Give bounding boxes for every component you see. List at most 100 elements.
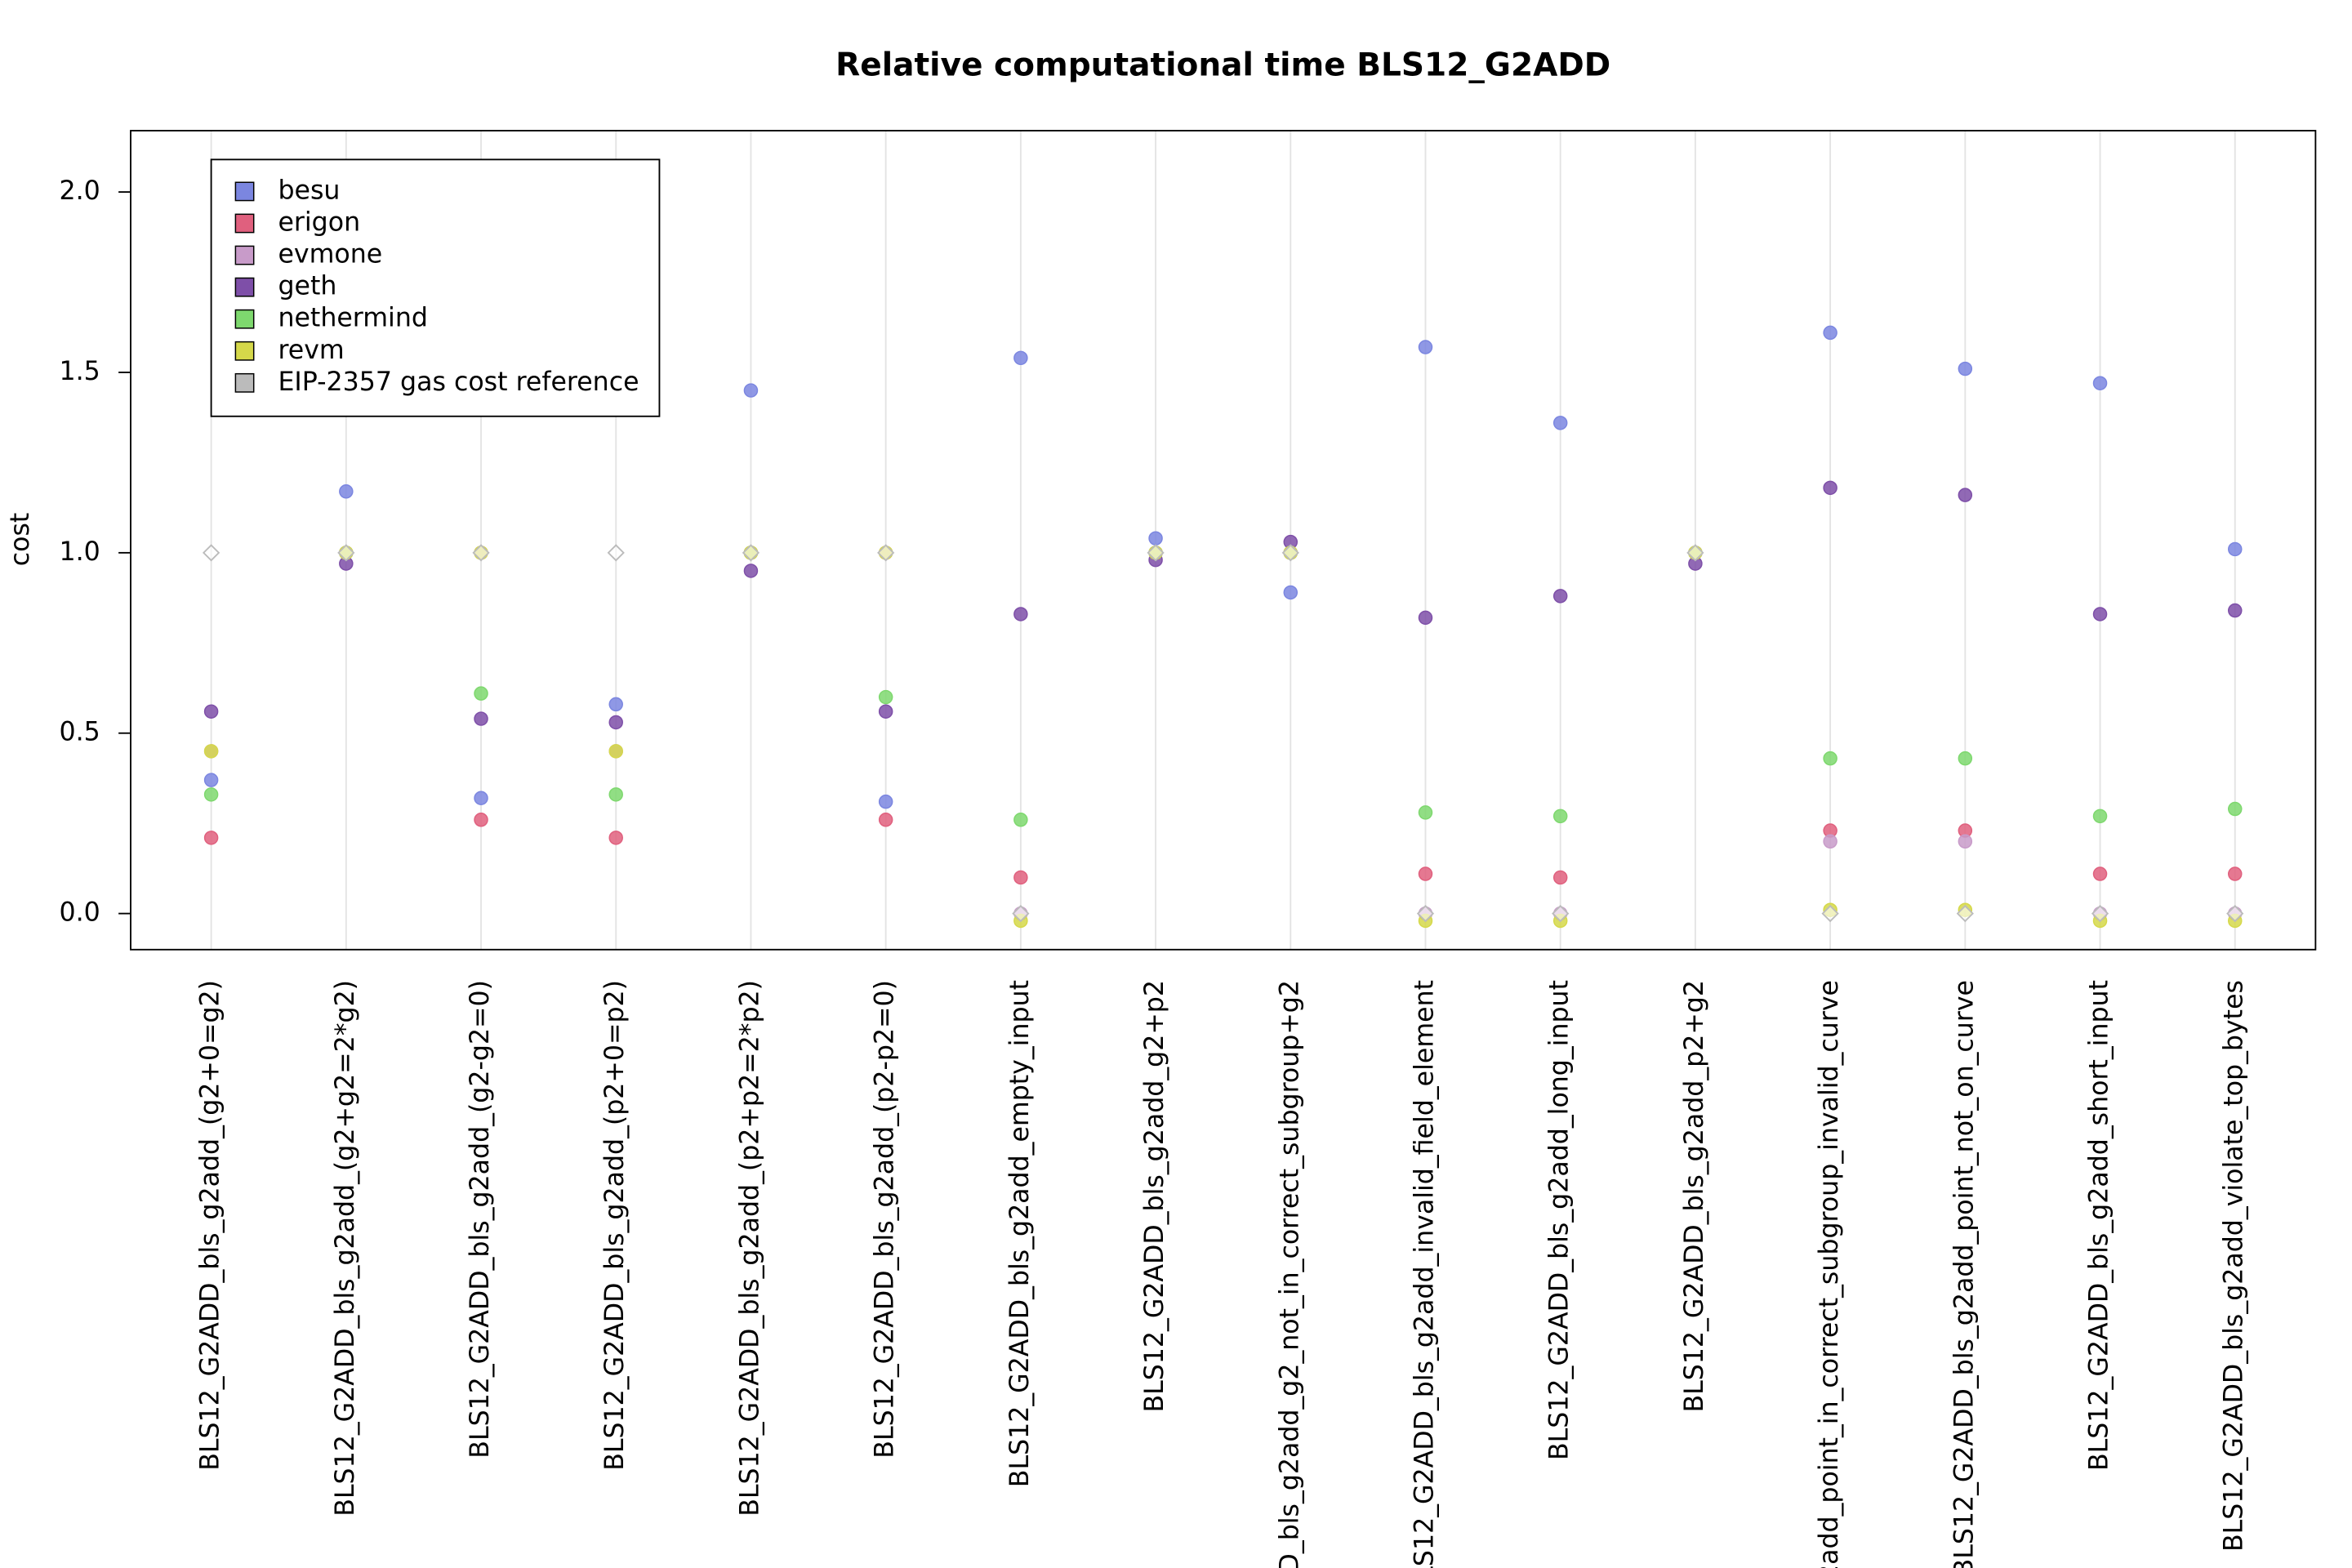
- dot: [203, 831, 219, 845]
- dot: [1823, 480, 1838, 496]
- plot-frame: [130, 130, 2317, 951]
- dot: [1823, 325, 1838, 341]
- dot: [2092, 376, 2108, 390]
- dot: [2092, 808, 2108, 824]
- x-tick-label: BLS12_G2ADD_bls_g2add_long_input: [1545, 980, 1575, 1460]
- dot: [878, 704, 893, 719]
- dot: [1552, 870, 1568, 885]
- legend-swatch: [234, 309, 255, 329]
- y-tick-label: 0.0: [60, 898, 100, 928]
- legend-label: geth: [278, 272, 336, 301]
- dot: [608, 787, 623, 802]
- x-tick-label: BLS12_G2ADD_bls_g2add_(g2+g2=2*g2): [331, 980, 360, 1517]
- dot: [203, 773, 219, 787]
- reference-marker: [742, 544, 760, 562]
- dot: [474, 711, 488, 726]
- legend-swatch: [234, 372, 255, 393]
- dot: [203, 704, 219, 719]
- reference-marker: [1012, 904, 1030, 923]
- dot: [474, 791, 488, 805]
- legend-swatch: [234, 181, 255, 202]
- dot: [1148, 531, 1163, 546]
- y-tick-label: 0.5: [60, 718, 100, 747]
- x-tick-label: BLS12_G2ADD_bls_g2add_(p2-p2=0): [871, 980, 900, 1459]
- y-tick-label: 2.0: [60, 176, 100, 206]
- reference-marker: [1552, 904, 1570, 923]
- legend-swatch: [234, 341, 255, 361]
- x-tick-label: BLS12_G2ADD_bls_g2add_point_in_correct_s…: [1815, 980, 1844, 1568]
- x-tick-label: BLS12_G2ADD_bls_g2add_(g2+0=g2): [196, 980, 225, 1471]
- dot: [1013, 813, 1028, 827]
- reference-marker: [1416, 904, 1435, 923]
- dot: [2227, 541, 2243, 557]
- reference-marker: [1281, 544, 1299, 562]
- dot: [608, 715, 623, 730]
- dot: [878, 813, 893, 827]
- dot: [1418, 340, 1433, 354]
- dot: [1552, 589, 1568, 604]
- x-tick-label: BLS12_G2ADD_bls_g2add_empty_input: [1005, 980, 1035, 1487]
- dot: [878, 689, 893, 705]
- legend-label: nethermind: [278, 304, 427, 333]
- x-tick-label: BLS12_G2ADD_bls_g2add_violate_top_bytes: [2220, 980, 2249, 1552]
- dot: [2092, 607, 2108, 621]
- dot: [339, 484, 354, 499]
- dot: [1958, 361, 1973, 376]
- reference-marker: [1686, 544, 1704, 562]
- x-tick-label: BLS12_G2ADD_bls_g2add_g2+p2: [1140, 980, 1169, 1413]
- chart-title: Relative computational time BLS12_G2ADD: [835, 47, 1610, 83]
- legend-label: erigon: [278, 207, 360, 237]
- dot: [878, 794, 893, 809]
- reference-marker: [2226, 904, 2244, 923]
- y-tick-label: 1.0: [60, 537, 100, 567]
- legend-label: revm: [278, 336, 344, 365]
- dot: [608, 697, 623, 712]
- dot: [2092, 866, 2108, 881]
- y-axis-label: cost: [6, 513, 35, 567]
- y-tick-label: 1.5: [60, 357, 100, 386]
- dot: [1418, 866, 1433, 881]
- reference-marker: [607, 544, 625, 562]
- x-tick-label: BLS12_G2ADD_bls_g2add_p2+g2: [1680, 980, 1709, 1413]
- dot: [2227, 603, 2243, 618]
- reference-marker: [337, 544, 355, 562]
- legend-box: [210, 158, 661, 417]
- dot: [1013, 350, 1028, 366]
- dot: [1823, 834, 1838, 849]
- x-tick-label: BLS12_G2ADD_bls_g2add_point_not_on_curve: [1949, 980, 1979, 1568]
- dot: [743, 564, 759, 578]
- x-tick-label: BLS12_G2ADD_bls_g2add_(g2-g2=0): [466, 980, 495, 1459]
- dot: [2227, 801, 2243, 817]
- legend-label: EIP-2357 gas cost reference: [278, 368, 639, 397]
- dot: [608, 831, 623, 845]
- legend-swatch: [234, 213, 255, 234]
- dot: [1552, 808, 1568, 824]
- x-tick-label: BLS12_G2ADD_bls_g2add_(p2+0=p2): [600, 980, 630, 1471]
- legend-label: besu: [278, 176, 340, 205]
- dot: [474, 686, 488, 701]
- x-tick-label: BLS12_G2ADD_bls_g2add_short_input: [2085, 980, 2114, 1471]
- dot: [1958, 751, 1973, 766]
- x-tick-label: BLS12_G2ADD_bls_g2add_g2_not_in_correct_…: [1275, 980, 1304, 1568]
- legend-label: evmone: [278, 240, 382, 270]
- dot: [2227, 866, 2243, 881]
- reference-marker: [2091, 904, 2109, 923]
- dot: [608, 744, 623, 759]
- reference-marker: [1821, 904, 1839, 923]
- dot: [1013, 607, 1028, 621]
- dot: [743, 383, 759, 398]
- dot: [1013, 870, 1028, 885]
- dot: [203, 744, 219, 759]
- dot: [203, 787, 219, 802]
- dot: [1552, 416, 1568, 430]
- legend-swatch: [234, 277, 255, 297]
- dot: [1958, 834, 1973, 849]
- dot: [1418, 610, 1433, 626]
- dot: [1958, 488, 1973, 502]
- reference-marker: [1956, 904, 1974, 923]
- reference-marker: [202, 544, 220, 562]
- reference-marker: [877, 544, 895, 562]
- dot: [1283, 585, 1298, 600]
